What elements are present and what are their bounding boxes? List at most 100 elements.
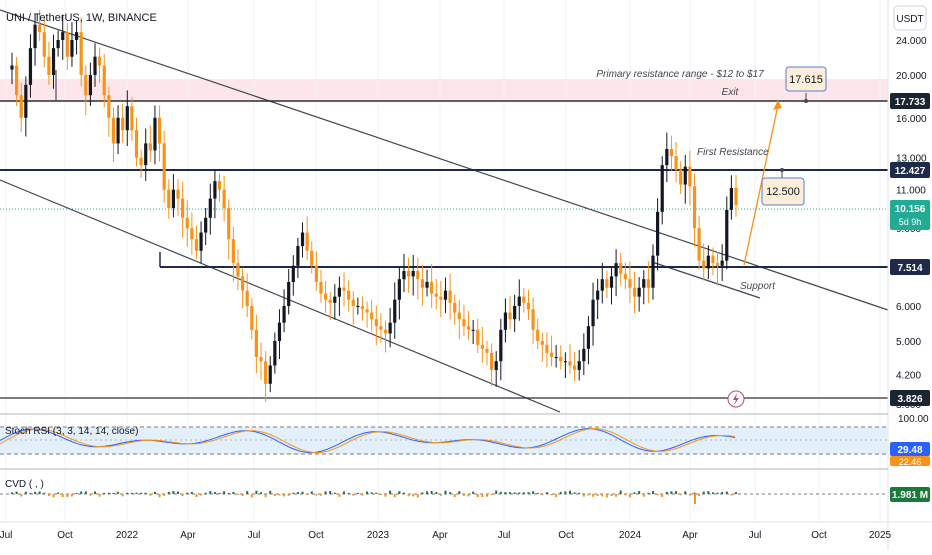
candle-body [93, 56, 97, 75]
cvd-bar [610, 494, 613, 496]
cvd-bar [624, 494, 627, 496]
time-tick-6: 2023 [367, 530, 390, 541]
cvd-bar [453, 494, 456, 498]
candle-body [98, 56, 102, 66]
cvd-bar [319, 494, 322, 496]
time-tick-4: Jul [248, 530, 261, 541]
last-price-text: 10.156 [895, 204, 926, 215]
candle-body [139, 157, 143, 166]
candle-body [33, 24, 37, 49]
cvd-bar [439, 494, 442, 496]
cvd-bar [20, 494, 23, 497]
candle-body [144, 143, 148, 166]
candle-body [536, 329, 540, 341]
candle-body [522, 296, 526, 303]
candle-body [457, 312, 461, 320]
projection-arrowhead [773, 100, 782, 110]
upper-trendline[interactable] [0, 9, 889, 311]
cvd-bar [596, 494, 599, 496]
cvd-bar [522, 492, 525, 494]
candle-body [619, 263, 623, 274]
cvd-bar [485, 494, 488, 497]
candle-body [176, 189, 180, 199]
candle-body [609, 276, 614, 288]
price-tag-17733-text: 17.733 [895, 97, 926, 108]
candle-body [586, 326, 591, 349]
cvd-bar [370, 492, 373, 494]
candle-body [706, 255, 710, 269]
cvd-bar [47, 494, 50, 497]
candle-body [199, 232, 203, 251]
candle-body [10, 65, 14, 70]
cvd-bar [601, 494, 604, 497]
cvd-bar [190, 491, 193, 494]
candle-body [669, 148, 674, 157]
cvd-bar [389, 490, 392, 494]
time-tick-14: 2025 [869, 530, 892, 541]
candle-body [102, 65, 106, 96]
cvd-bar [550, 494, 553, 496]
candle-body [448, 290, 452, 303]
target-mid-callout[interactable]: 12.500 [761, 177, 805, 206]
candle-body [84, 74, 88, 96]
currency-button[interactable]: USDT [893, 5, 927, 31]
symbol-title: UNI / TetherUS, 1W, BINANCE [6, 12, 157, 24]
cvd-bar [619, 490, 622, 494]
candle-body [305, 232, 309, 251]
price-tag-7514: 7.514 [890, 259, 930, 275]
cvd-bar [112, 492, 115, 494]
candle-body [471, 329, 475, 331]
stoch-d-line [0, 428, 736, 454]
candle-body [688, 166, 692, 187]
cvd-bar [287, 494, 290, 496]
price-tag-3826-text: 3.826 [897, 394, 922, 405]
candle-body [296, 246, 300, 266]
candle-body [674, 156, 678, 170]
cvd-bar [481, 494, 484, 498]
cvd-bar [568, 490, 571, 494]
candle-body [310, 250, 314, 266]
candle-body [637, 287, 641, 297]
candle-body [171, 189, 176, 208]
stoch-k-value: 29.48 [897, 445, 922, 456]
candle-body [342, 287, 346, 291]
time-axis[interactable]: Jul Oct 2022 Apr Jul Oct 2023 Apr Jul Oct 2024 Apr J… [0, 530, 892, 541]
stoch-label[interactable]: Stoch RSI (3, 3, 14, 14, close) [5, 426, 138, 437]
cvd-bar [702, 491, 705, 494]
candle-body [416, 271, 420, 280]
candle-body [314, 265, 318, 282]
cvd-bar [338, 494, 341, 497]
candle-body [273, 340, 277, 366]
candle-body [130, 106, 134, 131]
cvd-bar [144, 492, 147, 494]
candle-body [665, 148, 669, 166]
lightning-icon[interactable] [727, 390, 745, 408]
candle-body [240, 276, 245, 291]
cvd-bar [684, 491, 687, 494]
cvd-bar [324, 491, 327, 494]
currency-label: USDT [896, 14, 923, 25]
price-tag-12427-text: 12.427 [895, 166, 926, 177]
cvd-bar [89, 494, 92, 496]
cvd-bar [66, 494, 69, 498]
cvd-bar [398, 491, 401, 494]
cvd-bar [167, 491, 170, 494]
candle-body [194, 239, 199, 251]
cvd-bar [541, 494, 544, 496]
candle-body [333, 296, 337, 303]
target-high-callout[interactable]: 17.615 [785, 66, 827, 92]
candle-body [227, 207, 231, 240]
cvd-bar [213, 492, 216, 494]
time-tick-2: 2022 [116, 530, 139, 541]
stoch-d-tag: 22.46 [890, 456, 930, 467]
candle-body [568, 361, 572, 366]
candle-body [656, 211, 660, 256]
cvd-label[interactable]: CVD ( , ) [5, 479, 44, 490]
lower-trendline[interactable] [0, 179, 561, 413]
candle-body [388, 322, 392, 334]
cvd-bar [587, 494, 590, 496]
candle-body [259, 356, 263, 362]
cvd-bar [518, 492, 521, 494]
